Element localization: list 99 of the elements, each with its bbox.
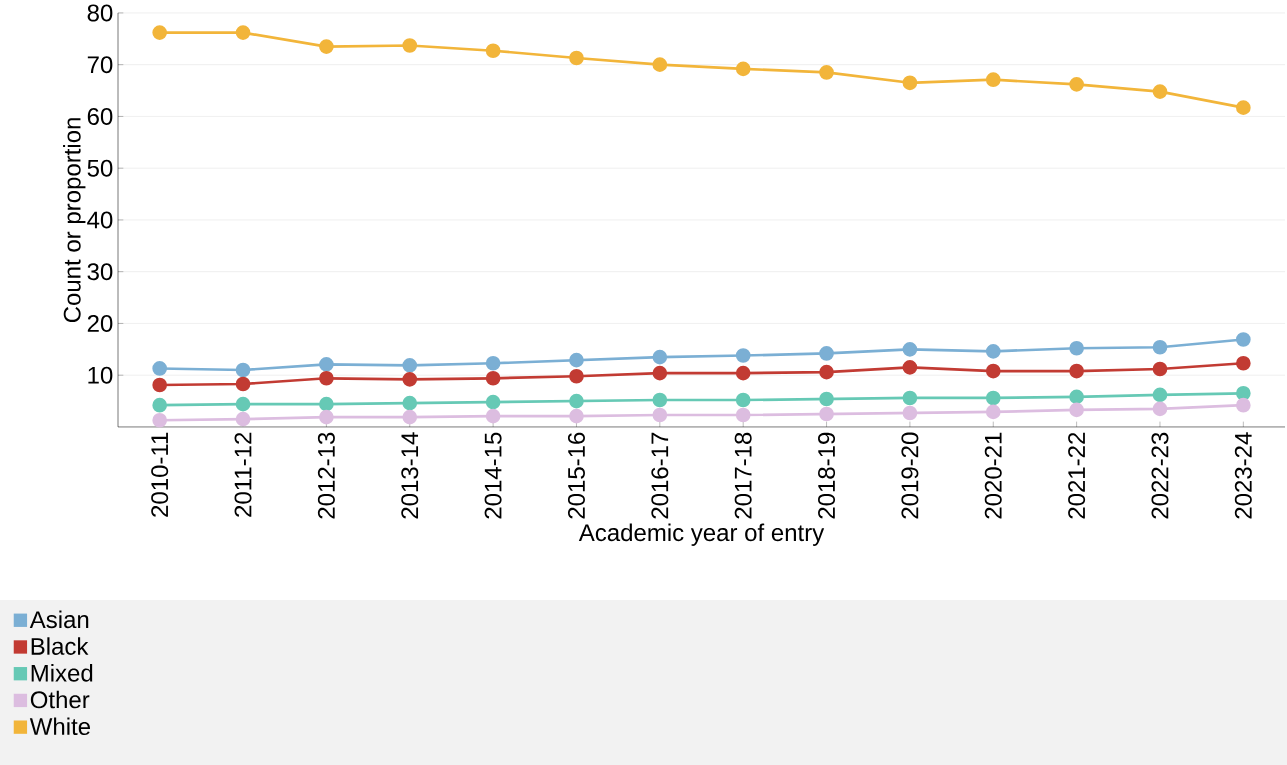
point: [735, 61, 751, 77]
point: [652, 407, 668, 423]
point: [319, 370, 334, 386]
point: [1069, 363, 1084, 379]
x-tick-label: 2011-12: [234, 432, 252, 517]
point: [1069, 389, 1084, 405]
legend-label: Black: [31, 637, 89, 655]
y-tick-label: 70: [87, 56, 113, 74]
point: [735, 365, 751, 381]
point: [902, 75, 918, 91]
point: [485, 408, 501, 424]
point: [735, 407, 751, 423]
point: [985, 363, 1001, 379]
point: [152, 361, 168, 376]
point: [652, 349, 668, 365]
point: [569, 393, 584, 409]
point: [485, 43, 501, 59]
x-axis-title: Academic year of entry: [578, 523, 825, 546]
x-tick-label: 2020-21: [984, 432, 1002, 519]
x-tick-label: 2017-18: [734, 432, 752, 519]
point: [1236, 385, 1251, 401]
point: [235, 362, 251, 378]
point: [819, 391, 834, 407]
point: [1152, 361, 1168, 377]
point: [902, 360, 918, 375]
point: [319, 39, 334, 54]
y-axis-title: Count or proportion: [63, 118, 86, 323]
point: [902, 405, 918, 421]
legend-label: Other: [30, 690, 90, 709]
y-tick-label: 60: [87, 107, 113, 125]
x-tick-label: 2022-23: [1151, 432, 1169, 519]
x-tick-label: 2019-20: [901, 432, 919, 519]
point: [485, 394, 501, 410]
point: [902, 342, 918, 357]
point: [1236, 100, 1251, 116]
y-tick-label: 10: [88, 366, 113, 384]
point: [652, 57, 668, 73]
point: [402, 372, 418, 387]
point: [235, 411, 251, 427]
point: [402, 38, 418, 53]
x-tick-label: 2014-15: [484, 432, 502, 519]
x-tick-label: 2023-24: [1234, 432, 1252, 519]
legend-label: Asian: [29, 610, 89, 629]
point: [319, 357, 334, 372]
point: [819, 364, 834, 380]
point: [735, 392, 751, 408]
point: [985, 344, 1001, 359]
point: [152, 25, 168, 40]
point: [235, 396, 251, 412]
point: [1069, 77, 1084, 92]
y-tick-label: 50: [87, 159, 113, 177]
point: [235, 25, 251, 40]
point: [902, 390, 918, 406]
x-tick-label: 2012-13: [317, 432, 335, 519]
x-tick-label: 2013-14: [401, 432, 419, 519]
point: [569, 352, 584, 368]
point: [819, 406, 834, 422]
legend-label: White: [29, 717, 91, 736]
point: [1152, 401, 1168, 417]
point: [569, 408, 584, 424]
point: [985, 72, 1001, 88]
point: [985, 390, 1001, 406]
point: [1152, 387, 1168, 403]
point: [1152, 339, 1168, 355]
point: [569, 368, 584, 384]
point: [652, 392, 668, 408]
point: [152, 397, 168, 413]
point: [1236, 332, 1251, 347]
y-tick-label: 40: [87, 211, 113, 229]
point: [1236, 397, 1251, 413]
point: [1069, 340, 1084, 356]
legend-label: Mixed: [31, 664, 93, 682]
x-tick-label: 2016-17: [651, 432, 669, 519]
point: [152, 377, 168, 393]
point: [402, 358, 418, 373]
point: [1236, 355, 1251, 371]
point: [235, 376, 251, 392]
point: [819, 346, 834, 361]
x-tick-label: 2010-11: [151, 432, 169, 517]
point: [152, 412, 168, 428]
point: [652, 365, 668, 381]
point: [485, 355, 501, 371]
y-tick-label: 20: [87, 314, 113, 332]
point: [1069, 402, 1084, 418]
point: [402, 409, 418, 425]
y-tick-label: 30: [87, 263, 113, 281]
point: [569, 50, 584, 66]
point: [319, 409, 334, 425]
point: [985, 404, 1001, 420]
x-tick-label: 2021-22: [1068, 432, 1086, 519]
y-tick-label: 80: [87, 4, 113, 22]
point: [819, 65, 834, 80]
point: [319, 396, 334, 412]
x-tick-label: 2015-16: [567, 432, 585, 519]
point: [1152, 84, 1168, 99]
point: [485, 370, 501, 386]
x-tick-label: 2018-19: [818, 432, 836, 519]
point: [735, 348, 751, 363]
point: [402, 395, 418, 411]
